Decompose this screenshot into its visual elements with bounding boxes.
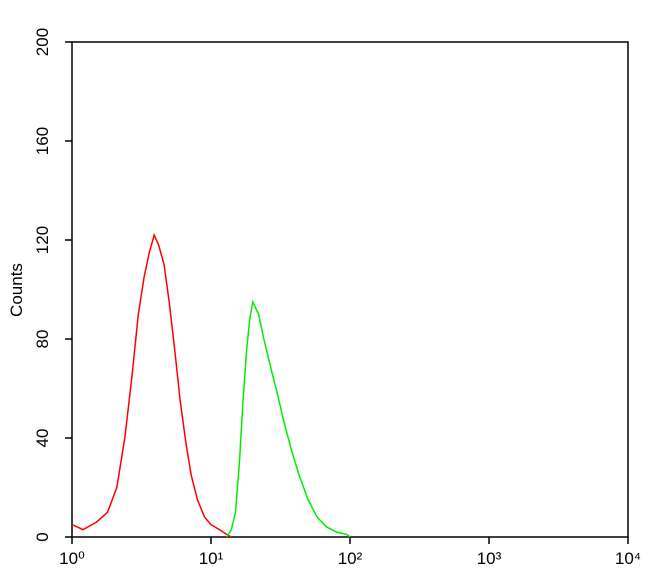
x-tick-label: 10¹ — [199, 549, 224, 568]
y-tick-label: 40 — [33, 429, 52, 448]
y-tick-label: 120 — [33, 226, 52, 254]
y-tick-label: 80 — [33, 330, 52, 349]
x-tick-label: 10⁴ — [615, 549, 641, 568]
plot-frame — [71, 41, 629, 538]
histogram-line — [226, 299, 351, 538]
y-tick-label: 160 — [33, 127, 52, 155]
y-axis-label: Counts — [7, 263, 26, 317]
x-tick-label: 10⁰ — [59, 549, 85, 568]
y-tick-label: 200 — [33, 28, 52, 56]
x-tick-label: 10² — [338, 549, 363, 568]
y-tick-label: 0 — [33, 532, 52, 541]
x-tick-label: 10³ — [477, 549, 502, 568]
histogram-line — [71, 232, 232, 538]
